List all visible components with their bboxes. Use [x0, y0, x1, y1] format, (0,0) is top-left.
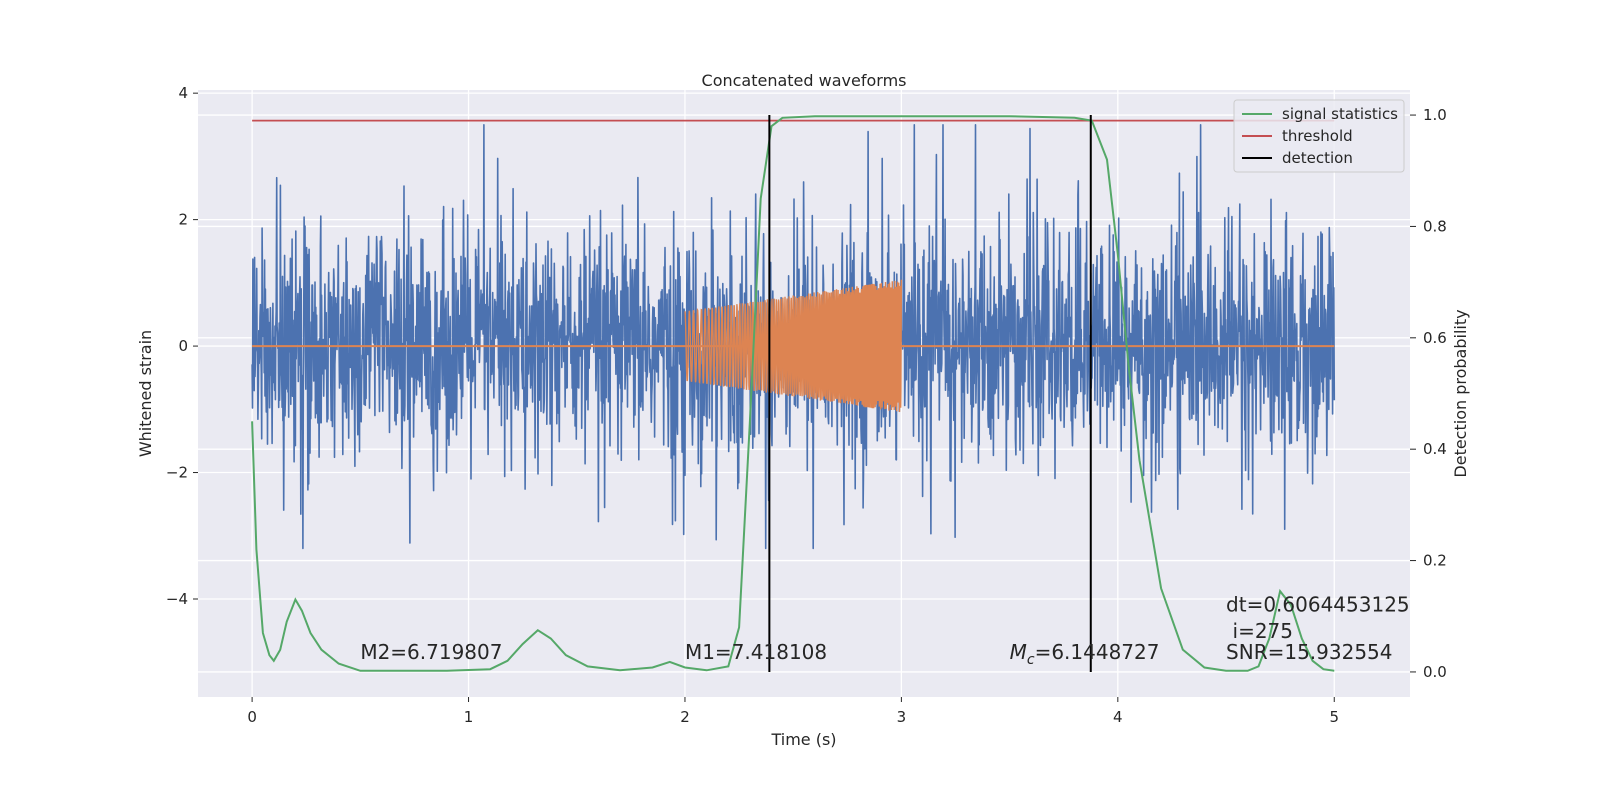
annotations: M2=6.719807 M1=7.418108 Mc=6.1448727 dt=0.6…: [360, 593, 1409, 668]
y-axis-label: Whitened strain: [136, 330, 155, 457]
x-tick-label: 4: [1113, 708, 1123, 726]
strain-series-line: [251, 124, 1336, 550]
chart-title: Concatenated waveforms: [702, 71, 907, 90]
x-axis-label: Time (s): [770, 730, 836, 749]
annotation-text: M1=7.418108: [685, 640, 827, 664]
y2-axis-label: Detection probability: [1451, 309, 1470, 477]
detection-lines: [768, 115, 1092, 672]
legend-label: threshold: [1282, 127, 1353, 145]
x-tick-label: 5: [1329, 708, 1339, 726]
legend-items: signal statistics threshold detection: [1242, 105, 1398, 167]
y-tick-label: 2: [178, 211, 188, 229]
legend-label: detection: [1282, 149, 1353, 167]
x-tick-label: 2: [680, 708, 690, 726]
annotation-text: SNR=15.932554: [1226, 640, 1392, 664]
signal-statistics-line: [251, 115, 1335, 672]
y2-tick-label: 0.2: [1423, 552, 1447, 570]
series-layer: [251, 115, 1336, 672]
annotation-text: M2=6.719807: [360, 640, 502, 664]
annotation-text: Mc=6.1448727: [1010, 640, 1160, 668]
injection-series-line: [684, 279, 903, 413]
y2-tick-label: 0.8: [1423, 217, 1447, 235]
annotation-text: dt=0.6064453125: [1226, 593, 1410, 617]
x-tick-label: 0: [247, 708, 257, 726]
y-tick-label: −2: [166, 464, 188, 482]
y-tick-label: 4: [178, 84, 188, 102]
annotation-text: i=275: [1233, 619, 1294, 643]
axes-layer: 0 1 2 3 4 5 4 2 0 −2 −4 1.0 0.8 0.6 0.4 0.2 0.0: [166, 84, 1447, 726]
y2-tick-label: 0.6: [1423, 329, 1447, 347]
y-tick-label: −4: [166, 590, 188, 608]
y2-tick-label: 1.0: [1423, 106, 1447, 124]
y2-tick-label: 0.0: [1423, 663, 1447, 681]
x-tick-label: 1: [464, 708, 474, 726]
y-tick-label: 0: [178, 337, 188, 355]
legend: signal statistics threshold detection: [1233, 99, 1405, 173]
legend-box: [1233, 99, 1405, 173]
y2-tick-label: 0.4: [1423, 440, 1447, 458]
legend-label: signal statistics: [1282, 105, 1398, 123]
x-tick-label: 3: [897, 708, 907, 726]
